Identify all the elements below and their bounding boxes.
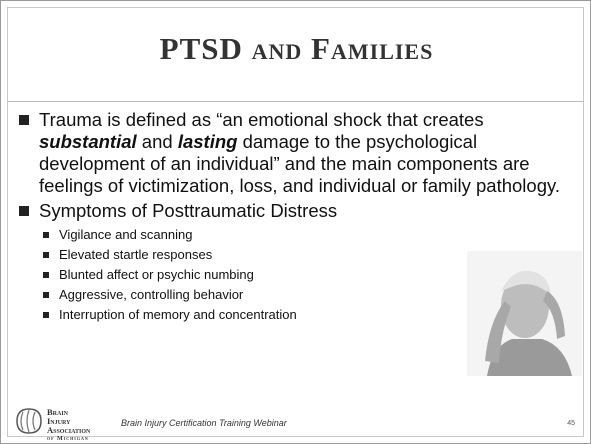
title-rule <box>7 101 584 102</box>
sub-bullet: Elevated startle responses <box>17 245 562 265</box>
logo-line: of Michigan <box>47 436 89 442</box>
frame <box>7 7 584 437</box>
emphasis: substantial <box>39 131 137 152</box>
logo-text: Brain Injury Association of Michigan <box>47 407 93 443</box>
bullet: Trauma is defined as “an emotional shock… <box>17 109 562 197</box>
emphasis: lasting <box>177 131 238 152</box>
slide-body: Trauma is defined as “an emotional shock… <box>17 109 562 325</box>
text-run: and <box>136 131 178 152</box>
page-number: 45 <box>567 420 575 427</box>
text-run: damage to the psychological development … <box>39 131 560 196</box>
text-run: Trauma is defined as “an emotional shock… <box>39 109 484 130</box>
footer-text: Brain Injury Certification Training Webi… <box>121 418 287 428</box>
logo-line: Brain Injury <box>47 407 71 426</box>
photo <box>467 251 582 376</box>
bullet: Symptoms of Posttraumatic Distress <box>17 200 562 222</box>
sub-bullet: Vigilance and scanning <box>17 225 562 245</box>
bullet-text: Symptoms of Posttraumatic Distress <box>39 200 338 221</box>
sub-bullet: Interruption of memory and concentration <box>17 305 562 325</box>
logo-mark <box>16 408 42 434</box>
sub-list: Vigilance and scanning Elevated startle r… <box>17 225 562 325</box>
sub-bullet: Aggressive, controlling behavior <box>17 285 562 305</box>
footer: Brain Injury Association of Michigan Bra… <box>13 406 583 442</box>
sub-bullet: Blunted affect or psychic numbing <box>17 265 562 285</box>
logo-line: Association <box>47 425 91 435</box>
slide-title: PTSD and Families <box>159 31 434 66</box>
